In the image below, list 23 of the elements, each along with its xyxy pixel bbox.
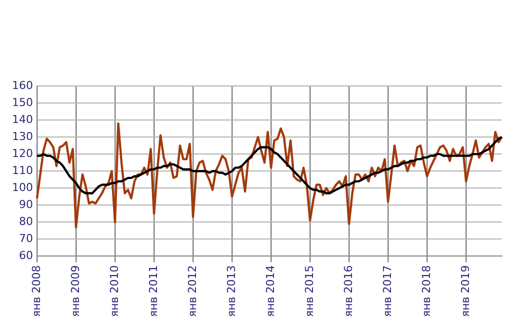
y-tick-label: 90: [18, 198, 33, 212]
y-tick-label: 110: [12, 164, 33, 177]
x-tick-label: янв 2014: [264, 265, 277, 318]
x-tick-label: янв 2019: [458, 265, 472, 318]
y-tick-label: 160: [12, 78, 33, 92]
x-tick-label: янв 2011: [146, 265, 160, 318]
x-tick-label: янв 2018: [420, 265, 433, 318]
x-tick-label: янв 2010: [108, 265, 121, 318]
x-tick-label: янв 2009: [68, 265, 82, 318]
x-tick-label: янв 2013: [224, 265, 238, 318]
x-tick-label: янв 2008: [30, 265, 43, 318]
y-tick-label: 100: [12, 180, 33, 194]
y-tick-label: 120: [12, 146, 33, 160]
x-tick-label: янв 2016: [342, 265, 355, 318]
y-tick-label: 130: [12, 130, 33, 143]
y-tick-label: 60: [18, 249, 33, 262]
y-tick-label: 140: [12, 112, 33, 126]
x-tick-label: янв 2015: [302, 265, 316, 318]
x-tick-label: янв 2012: [186, 265, 199, 318]
y-tick-label: 150: [12, 96, 33, 109]
y-tick-label: 80: [18, 215, 33, 228]
y-tick-label: 70: [18, 232, 33, 246]
x-tick-label: янв 2017: [380, 265, 394, 318]
